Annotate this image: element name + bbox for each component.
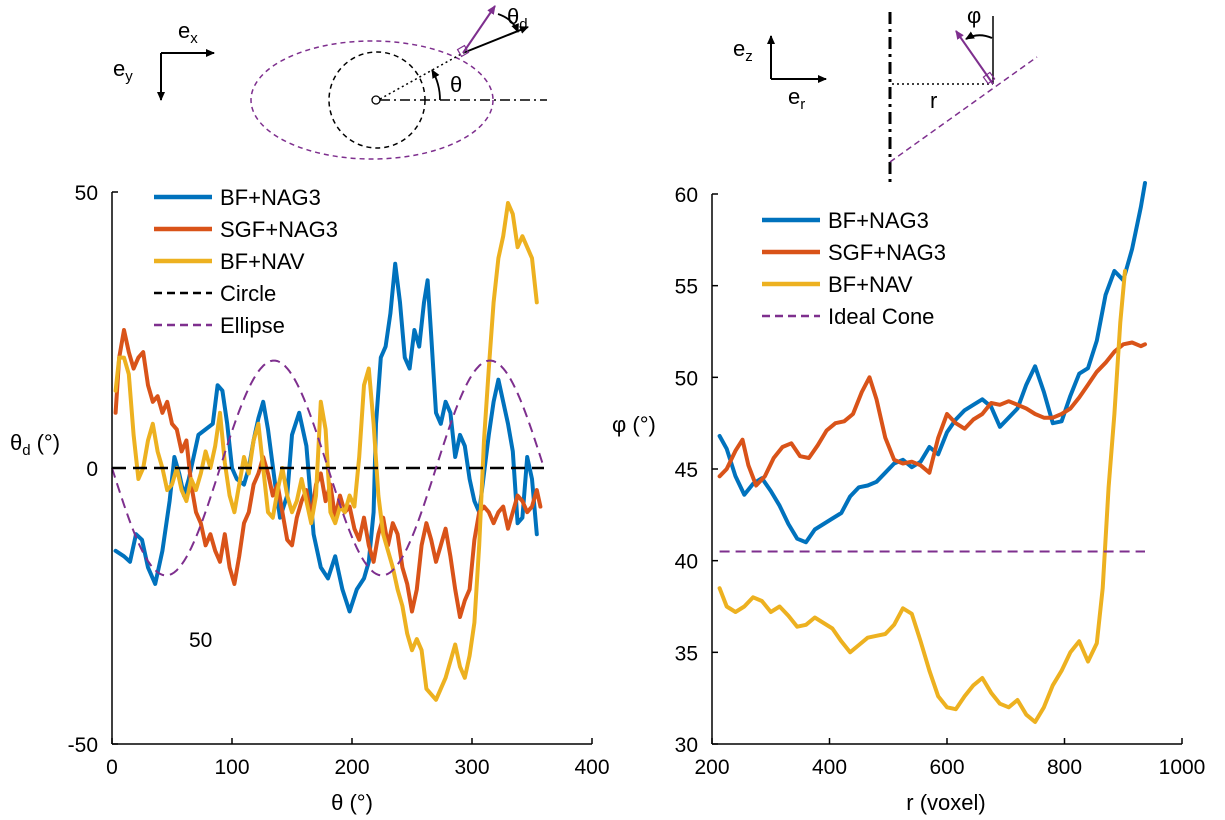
left-ytick-label-50: -50: [68, 734, 98, 757]
legend-label-sgf-nag3: SGF+NAG3: [828, 240, 946, 265]
er-label: er: [788, 84, 805, 113]
right-series-bf-nag3: [717, 181, 1147, 545]
right-xtick-label-400: 400: [812, 756, 847, 779]
right-xtick-label-800: 800: [1047, 756, 1082, 779]
ey-label: ey: [113, 56, 133, 85]
right-ytick-label-55: 55: [675, 276, 698, 299]
ellipse-shape: [250, 40, 494, 160]
normal-arrow: [955, 30, 994, 85]
left-xtick-label-0: 0: [106, 756, 118, 779]
right-ytick-label-60: 60: [675, 184, 698, 207]
right-x-ticks: 200 400 600 800 1000: [694, 738, 1205, 779]
left-ytick-label-0: 0: [86, 458, 98, 481]
phi-label: φ: [967, 3, 981, 28]
left-x-ticks: 0 100 200 300 400: [106, 738, 610, 779]
left-series-ellipse: [111, 359, 545, 577]
center-point: [371, 95, 381, 105]
left-x-axis-label: θ (°): [331, 790, 373, 815]
left-diagram: ex ey θ θd: [113, 4, 547, 160]
legend-label-sgf-nag3: SGF+NAG3: [220, 217, 338, 242]
right-series-sgf-nag3: [717, 340, 1147, 488]
right-diagram: ez er r φ: [733, 3, 1038, 184]
theta-d-direction-arrow: [462, 5, 496, 54]
left-xtick-label-400: 400: [574, 756, 609, 779]
ez-label: ez: [733, 36, 753, 65]
radial-line: [379, 52, 464, 100]
left-ytick-label-50: 50: [75, 182, 98, 205]
phi-arc: [965, 31, 993, 40]
legend-label-bf-nag3: BF+NAG3: [220, 185, 321, 210]
legend-label-bf-nav: BF+NAV: [828, 272, 913, 297]
left-xtick-label-300: 300: [454, 756, 489, 779]
theta-label: θ: [450, 72, 462, 97]
left-annotation: 50: [189, 629, 212, 652]
legend-label-bf-nav: BF+NAV: [220, 249, 305, 274]
right-ytick-label-30: 30: [675, 734, 698, 757]
theta-d-arc: [497, 13, 519, 33]
right-y-axis-label: φ (°): [612, 412, 656, 437]
left-legend: BF+NAG3 SGF+NAG3 BF+NAV Circle Ellipse: [154, 185, 338, 338]
left-y-axis-label: θd (°): [10, 430, 60, 459]
left-series-group: [111, 201, 545, 702]
theta-arc: [431, 69, 441, 101]
right-series-group: [717, 181, 1147, 724]
right-ytick-label-35: 35: [675, 642, 698, 665]
legend-label-bf-nag3: BF+NAG3: [828, 208, 929, 233]
chart-phi-vs-r: 200 400 600 800 1000 30 35 40 45 50 55 60 r (voxel…: [612, 181, 1205, 815]
right-xtick-label-600: 600: [929, 756, 964, 779]
left-y-ticks: 50 0 -50: [68, 182, 118, 757]
right-y-ticks: 30 35 40 45 50 55 60: [675, 184, 718, 757]
circle-shape: [328, 51, 426, 149]
right-angle-marker-cone: [982, 71, 996, 85]
left-xtick-label-100: 100: [214, 756, 249, 779]
right-series-bf-nav: [717, 269, 1127, 724]
theta-d-label: θd: [507, 4, 528, 33]
right-ytick-label-40: 40: [675, 551, 698, 574]
chart-theta-d-vs-theta: 0 100 200 300 400 500-50 θ (°) θd (°) 50 BF+N…: [10, 182, 610, 815]
cone-line: [889, 56, 1038, 163]
r-label: r: [930, 88, 937, 113]
right-x-axis-label: r (voxel): [906, 790, 985, 815]
right-xtick-label-1000: 1000: [1159, 756, 1206, 779]
right-xtick-label-200: 200: [694, 756, 729, 779]
left-series-bf-nav: [113, 201, 539, 702]
ex-label: ex: [178, 18, 198, 47]
left-series-bf-nag3: [113, 261, 539, 614]
legend-label-ideal-cone: Ideal Cone: [828, 304, 934, 329]
right-angle-marker: [456, 44, 470, 58]
legend-label-circle: Circle: [220, 281, 276, 306]
left-xtick-label-200: 200: [334, 756, 369, 779]
right-ytick-label-50: 50: [675, 367, 698, 390]
legend-label-ellipse: Ellipse: [220, 313, 285, 338]
right-legend: BF+NAG3 SGF+NAG3 BF+NAV Ideal Cone: [762, 208, 946, 329]
right-ytick-label-45: 45: [675, 459, 698, 482]
